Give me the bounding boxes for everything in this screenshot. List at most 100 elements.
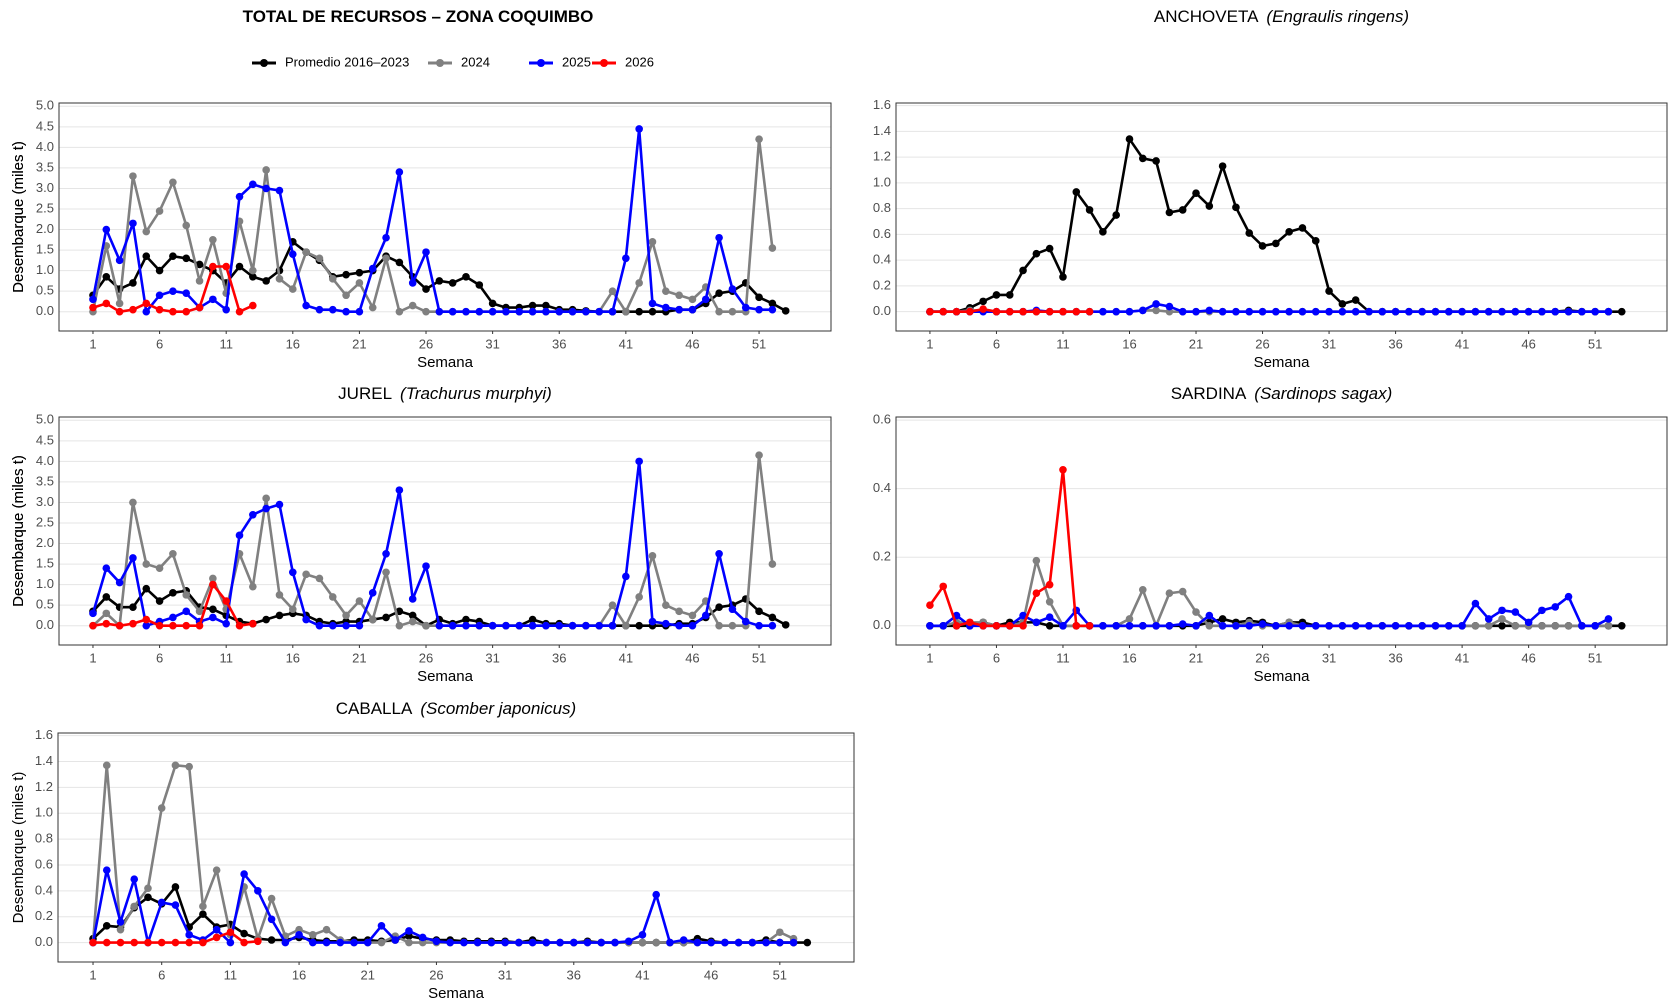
data-point xyxy=(1125,135,1134,143)
y-tick-label: 1.4 xyxy=(873,123,891,138)
data-point xyxy=(315,621,324,630)
data-point xyxy=(1192,307,1200,316)
data-point xyxy=(116,925,125,934)
data-point xyxy=(701,611,710,620)
data-point xyxy=(1205,622,1214,630)
y-tick-label: 0.0 xyxy=(36,303,54,318)
data-point xyxy=(209,580,217,589)
x-tick-label: 41 xyxy=(619,650,633,665)
x-axis-title: Semana xyxy=(417,668,474,685)
data-point xyxy=(1005,291,1014,299)
panel: ANCHOVETA (Engraulis ringens) 0.0 0.2 0.4 0.6… xyxy=(10,7,1668,371)
data-point xyxy=(249,266,257,275)
title-text: CABALLA xyxy=(336,699,413,718)
data-point xyxy=(209,574,217,583)
data-point xyxy=(502,621,510,630)
data-point xyxy=(638,938,647,947)
data-point xyxy=(635,307,643,316)
data-point xyxy=(355,597,364,605)
data-point xyxy=(262,277,270,285)
data-point xyxy=(1538,307,1546,316)
y-axis-title: Desembarque (miles t) xyxy=(10,455,27,607)
data-point xyxy=(102,609,111,618)
data-point xyxy=(1245,307,1254,316)
data-point xyxy=(209,295,217,304)
x-tick-label: 6 xyxy=(156,650,163,665)
data-point xyxy=(144,884,152,893)
data-point xyxy=(391,936,400,944)
y-tick-label: 1.5 xyxy=(36,556,54,571)
data-point xyxy=(342,291,350,300)
data-point xyxy=(169,613,177,622)
data-point xyxy=(1538,622,1546,630)
x-tick-label: 1 xyxy=(89,650,96,665)
data-point xyxy=(952,307,961,316)
data-point xyxy=(142,227,151,236)
data-point xyxy=(1458,307,1466,316)
data-point xyxy=(395,168,404,176)
data-point xyxy=(1112,307,1120,316)
data-point xyxy=(688,295,697,304)
data-point xyxy=(254,887,262,895)
y-tick-label: 1.0 xyxy=(873,174,891,189)
x-tick-label: 11 xyxy=(219,650,233,665)
data-point xyxy=(89,303,97,312)
series-line xyxy=(92,453,774,627)
data-point xyxy=(1298,622,1307,630)
data-point xyxy=(1551,603,1560,611)
y-tick-label: 0.0 xyxy=(35,934,53,949)
data-point xyxy=(487,938,496,947)
chart-title: TOTAL DE RECURSOS – ZONA COQUIMBO xyxy=(243,7,594,26)
x-tick-label: 41 xyxy=(635,967,649,982)
data-point xyxy=(1445,307,1453,316)
data-point xyxy=(952,622,961,630)
data-point xyxy=(116,938,125,947)
data-point xyxy=(1484,615,1493,623)
x-tick-label: 11 xyxy=(1056,336,1070,351)
data-point xyxy=(169,287,177,295)
data-point xyxy=(142,252,151,261)
data-point xyxy=(249,272,257,281)
data-point xyxy=(1551,307,1560,316)
data-point xyxy=(1524,307,1533,316)
data-point xyxy=(395,621,404,630)
data-point xyxy=(408,611,417,620)
panel: TOTAL DE RECURSOS – ZONA COQUIMBO 0.0 0.5 1… xyxy=(10,7,832,371)
data-point xyxy=(222,597,230,605)
chart-title: ANCHOVETA (Engraulis ringens) xyxy=(1154,7,1409,26)
data-point xyxy=(781,307,790,315)
data-point xyxy=(1365,307,1373,316)
y-tick-label: 1.6 xyxy=(873,97,891,112)
data-point xyxy=(555,307,564,316)
data-point xyxy=(1591,307,1599,316)
legend-marker xyxy=(260,59,268,67)
data-point xyxy=(355,307,364,316)
data-point xyxy=(102,225,111,234)
data-point xyxy=(169,589,177,597)
data-point xyxy=(1405,307,1413,316)
data-point xyxy=(1471,307,1480,316)
series-line xyxy=(91,460,773,627)
x-tick-label: 11 xyxy=(1056,650,1070,665)
data-point xyxy=(502,307,510,316)
legend-marker xyxy=(537,59,545,67)
data-point xyxy=(721,938,729,947)
data-point xyxy=(1059,622,1067,630)
data-point xyxy=(1205,202,1214,210)
data-point xyxy=(1431,307,1440,316)
data-point xyxy=(707,938,715,947)
data-point xyxy=(199,910,207,918)
data-point xyxy=(405,938,413,947)
y-axis-title: Desembarque (miles t) xyxy=(10,141,27,293)
data-point xyxy=(102,761,111,770)
data-point xyxy=(1005,622,1014,630)
data-point xyxy=(195,621,204,630)
data-point xyxy=(1285,228,1293,236)
data-point xyxy=(350,938,358,947)
data-point xyxy=(608,287,617,295)
x-tick-label: 6 xyxy=(993,336,1000,351)
data-point xyxy=(648,552,657,560)
data-point xyxy=(648,299,657,308)
data-point xyxy=(222,305,230,314)
y-tick-label: 3.0 xyxy=(36,180,54,195)
